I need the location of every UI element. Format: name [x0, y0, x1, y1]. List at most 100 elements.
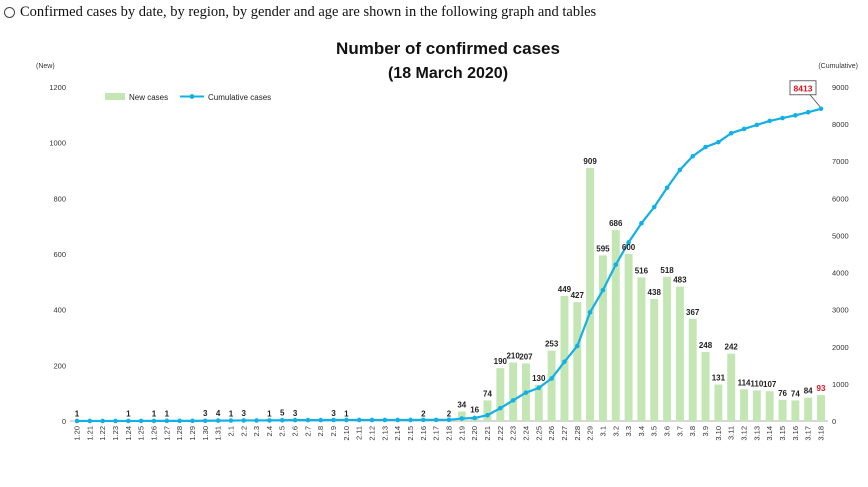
cumulative-point — [177, 418, 182, 424]
cumulative-point — [202, 418, 208, 424]
x-tick-label: 2.25 — [534, 426, 543, 441]
y-tick-label-left: 0 — [62, 417, 66, 426]
chart-background — [0, 24, 868, 487]
cumulative-point — [549, 376, 554, 381]
y2-tick-label-right: 6000 — [832, 194, 849, 203]
legend-new-cases-label: New cases — [129, 93, 168, 102]
x-tick-label: 2.19 — [457, 426, 466, 441]
x-tick-label: 3.8 — [688, 426, 697, 436]
intro-line: Confirmed cases by date, by region, by g… — [4, 3, 596, 21]
x-tick-label: 2.5 — [278, 426, 287, 436]
x-tick-label: 1.25 — [137, 426, 146, 441]
cumulative-point — [626, 240, 631, 245]
x-tick-label: 2.7 — [303, 426, 312, 436]
new-cases-data-label: 131 — [712, 374, 726, 383]
x-tick-label: 3.17 — [804, 426, 813, 441]
new-cases-data-label: 2 — [447, 409, 452, 418]
cumulative-point — [703, 144, 708, 150]
cumulative-point — [421, 417, 426, 423]
new-cases-data-label: 518 — [660, 266, 674, 275]
cumulative-point — [151, 418, 157, 424]
y2-tick-label-right: 2000 — [832, 343, 849, 352]
new-cases-data-label: 2 — [421, 409, 426, 418]
x-tick-label: 2.9 — [329, 426, 338, 436]
new-cases-bar — [509, 362, 518, 421]
new-cases-data-label: 74 — [791, 389, 800, 398]
cumulative-point — [254, 418, 259, 423]
y2-tick-label-right: 9000 — [832, 83, 849, 92]
x-tick-label: 2.28 — [573, 426, 582, 441]
x-tick-label: 1.20 — [73, 426, 82, 441]
y2-tick-label-right: 0 — [832, 417, 836, 426]
new-cases-bar — [637, 277, 646, 421]
x-tick-label: 3.1 — [598, 426, 607, 436]
cumulative-point — [138, 418, 144, 424]
cumulative-point — [100, 418, 105, 424]
new-cases-bar — [650, 299, 659, 421]
new-cases-data-label: 483 — [673, 276, 687, 285]
x-tick-label: 2.21 — [483, 426, 492, 441]
cumulative-line-group — [74, 106, 824, 424]
y2-tick-label-right: 1000 — [832, 380, 849, 389]
cumulative-point — [408, 417, 413, 423]
x-tick-label: 2.17 — [432, 426, 441, 441]
x-tick-label: 1.23 — [111, 426, 120, 441]
cumulative-point — [331, 417, 336, 423]
x-tick-label: 3.15 — [778, 426, 787, 441]
cumulative-point — [767, 118, 772, 124]
new-cases-data-label: 1 — [152, 410, 157, 419]
new-cases-data-label: 3 — [331, 409, 336, 418]
new-cases-data-label: 114 — [738, 378, 751, 387]
new-cases-data-label: 253 — [545, 340, 559, 349]
x-tick-label: 2.4 — [265, 426, 274, 436]
cumulative-point — [292, 417, 298, 423]
new-cases-data-label: 74 — [483, 389, 492, 398]
cumulative-point — [716, 139, 721, 145]
cumulative-point — [395, 417, 400, 423]
x-tick-label: 1.28 — [175, 426, 184, 441]
new-cases-data-label: 1 — [267, 410, 272, 419]
x-tick-label: 2.18 — [445, 426, 454, 441]
x-tick-label: 2.27 — [560, 426, 569, 441]
cumulative-point — [113, 418, 118, 424]
x-tick-label: 1.27 — [162, 426, 171, 441]
cumulative-point — [344, 417, 349, 423]
chart-title: Number of confirmed cases — [336, 39, 560, 58]
x-tick-label: 2.16 — [419, 426, 428, 441]
cumulative-point — [728, 130, 734, 136]
new-cases-data-label: 686 — [609, 219, 623, 228]
cumulative-point — [87, 418, 93, 424]
new-cases-data-label: 1 — [126, 410, 131, 419]
new-cases-bar — [663, 276, 672, 421]
x-tick-label: 2.29 — [586, 426, 595, 441]
cumulative-point — [677, 167, 683, 173]
final-cumulative-pointer — [809, 94, 821, 108]
new-cases-data-label: 600 — [622, 243, 636, 252]
x-tick-label: 2.26 — [547, 426, 556, 441]
final-cumulative-label: 8413 — [794, 83, 813, 93]
legend-new-cases-swatch — [105, 93, 125, 100]
radio-circle-icon[interactable] — [4, 6, 15, 18]
x-tick-label: 2.23 — [509, 426, 518, 441]
intro-text: Confirmed cases by date, by region, by g… — [20, 3, 597, 20]
x-tick-label: 1.22 — [98, 426, 107, 441]
new-cases-data-label: 248 — [699, 341, 713, 350]
new-cases-bar — [727, 353, 736, 421]
chart-subtitle: (18 March 2020) — [388, 65, 508, 82]
cumulative-point — [472, 415, 477, 421]
new-cases-data-label: 110 — [750, 379, 763, 388]
new-cases-bar — [586, 167, 595, 421]
new-cases-data-label: 1 — [75, 410, 80, 419]
new-cases-bar — [817, 395, 825, 421]
x-tick-label: 2.12 — [368, 426, 377, 441]
new-cases-data-label: 93 — [817, 384, 826, 393]
x-tick-label: 3.6 — [663, 426, 672, 436]
new-cases-data-label: 1 — [165, 410, 170, 419]
cumulative-point — [164, 418, 170, 424]
new-cases-data-label: 5 — [280, 409, 285, 418]
x-tick-label: 3.12 — [740, 426, 749, 441]
x-tick-label: 3.5 — [650, 426, 659, 436]
new-cases-data-label: 3 — [203, 409, 208, 418]
